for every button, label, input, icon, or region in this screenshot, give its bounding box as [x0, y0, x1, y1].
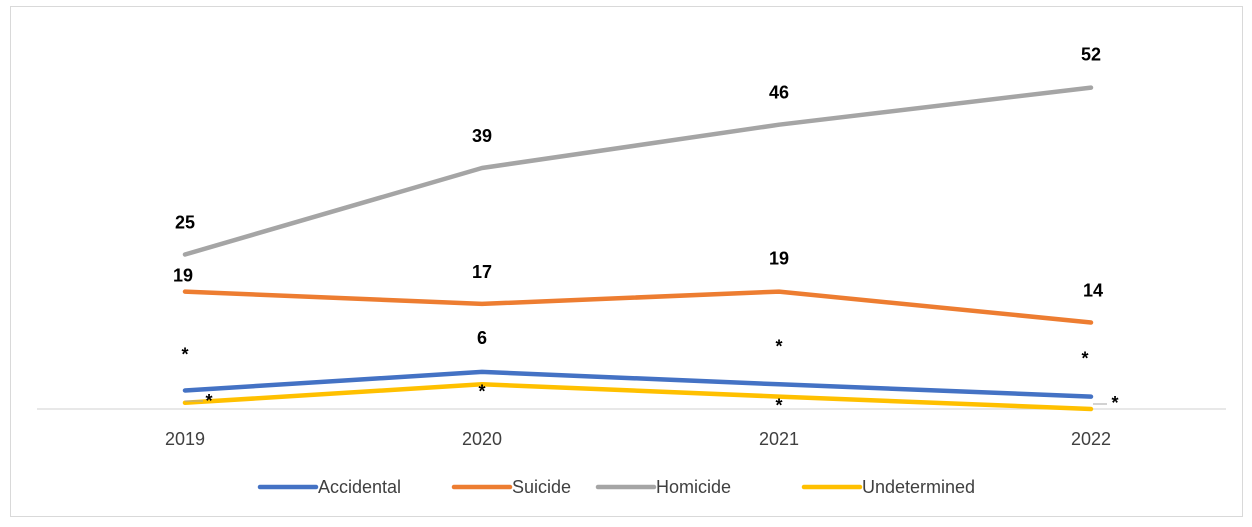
data-label-homicide-2020: 39: [472, 126, 492, 146]
data-label-undetermined-2020: *: [478, 381, 485, 401]
legend: Accidental Suicide Homicide Undetermined: [257, 477, 975, 497]
data-label-suicide-2019: 19: [173, 266, 193, 286]
data-label-homicide-2019: 25: [175, 213, 195, 233]
data-label-accidental-2022: *: [1081, 349, 1088, 369]
x-tick-label-2021: 2021: [759, 429, 799, 449]
data-label-undetermined-2021: *: [775, 396, 782, 416]
series-line-accidental: [182, 369, 1094, 399]
data-labels: * 6 * * 19 17 19 14 25 39 46 52 * * * *: [173, 45, 1119, 416]
chart-frame: 2019 2020 2021 2022 * 6 * * 19 17 19 14 25 39 46 52 * * *…: [10, 6, 1243, 517]
series-lines: [182, 85, 1107, 412]
data-label-homicide-2022: 52: [1081, 45, 1101, 65]
legend-label-undetermined: Undetermined: [862, 477, 975, 497]
legend-label-homicide: Homicide: [656, 477, 731, 497]
x-tick-label-2022: 2022: [1071, 429, 1111, 449]
data-label-suicide-2020: 17: [472, 262, 492, 282]
series-line-homicide: [182, 85, 1094, 257]
x-tick-labels: 2019 2020 2021 2022: [165, 429, 1111, 449]
data-label-suicide-2021: 19: [769, 249, 789, 269]
x-tick-label-2020: 2020: [462, 429, 502, 449]
series-line-suicide: [182, 289, 1094, 325]
data-label-accidental-2021: *: [775, 336, 782, 356]
data-label-suicide-2022: 14: [1083, 280, 1103, 300]
data-label-homicide-2021: 46: [769, 83, 789, 103]
data-label-undetermined-2022: *: [1111, 393, 1118, 413]
data-label-undetermined-2019: *: [205, 391, 212, 411]
data-label-accidental-2020: 6: [477, 328, 487, 348]
legend-label-accidental: Accidental: [318, 477, 401, 497]
series-line-undetermined: [182, 382, 1094, 412]
data-label-accidental-2019: *: [181, 344, 188, 364]
x-tick-label-2019: 2019: [165, 429, 205, 449]
legend-label-suicide: Suicide: [512, 477, 571, 497]
